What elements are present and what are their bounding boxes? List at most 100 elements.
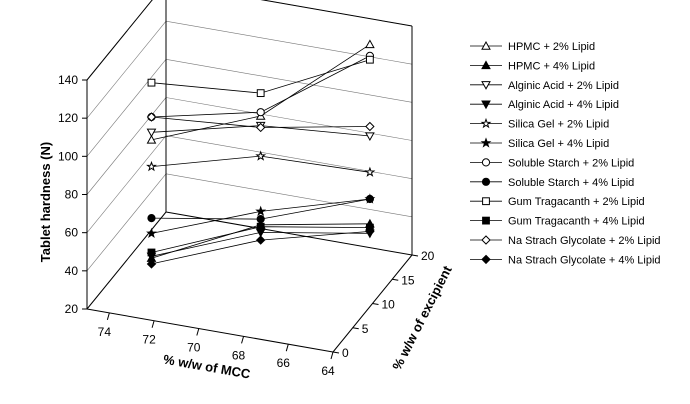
legend-label: Gum Tragacanth + 4% Lipid xyxy=(508,216,645,228)
data-point xyxy=(256,214,265,224)
x-tick-mark xyxy=(196,328,200,336)
data-point xyxy=(256,222,265,231)
grid-line-back xyxy=(165,135,413,179)
frame-edge xyxy=(86,0,153,81)
x-tick-label: 66 xyxy=(277,356,291,370)
legend-item: Alginic Acid + 2% Lipid xyxy=(470,80,619,92)
data-point xyxy=(256,89,265,98)
x-tick-mark xyxy=(330,351,334,360)
data-point xyxy=(146,160,157,172)
legend-marker xyxy=(481,40,491,50)
data-point xyxy=(147,214,156,223)
data-point xyxy=(146,227,157,239)
data-point xyxy=(146,259,157,269)
legend-item: Na Strach Glycolate + 2% Lipid xyxy=(470,235,661,247)
data-point xyxy=(365,55,374,64)
legend-marker xyxy=(481,100,491,110)
y-tick-label: 60 xyxy=(65,226,79,240)
tick-labels: 20 40 60 80 100 120 140 74 72 70 68 66 64 05 10 15 20 xyxy=(58,73,435,378)
data-point xyxy=(365,132,375,142)
x-tick-mark xyxy=(151,320,155,328)
legend-marker xyxy=(482,216,490,225)
data-point xyxy=(364,166,376,177)
legend-marker xyxy=(481,158,491,167)
legend-item: Silica Gel + 4% Lipid xyxy=(470,137,609,150)
legend-item: Soluble Starch + 4% Lipid xyxy=(470,177,634,189)
legend-marker xyxy=(481,177,491,186)
frame-edge xyxy=(86,308,334,353)
y-tick-label: 140 xyxy=(58,73,78,87)
x-tick-label: 70 xyxy=(187,341,201,355)
legend-marker xyxy=(481,81,491,90)
data-point xyxy=(255,122,266,133)
y-axis-title: Tablet hardness (N) xyxy=(38,142,53,262)
legend-item: HPMC + 2% Lipid xyxy=(470,40,595,53)
legend-item: Na Strach Glycolate + 4% Lipid xyxy=(470,254,661,266)
z-tick-label: 15 xyxy=(401,273,415,287)
legend-marker xyxy=(481,254,491,265)
data-point xyxy=(255,205,267,217)
legend-label: Alginic Acid + 4% Lipid xyxy=(508,99,619,111)
legend-item: Gum Tragacanth + 4% Lipid xyxy=(470,216,645,228)
data-point xyxy=(147,248,156,257)
legend-label: Silica Gel + 4% Lipid xyxy=(508,138,609,150)
data-point xyxy=(365,121,375,132)
legend-label: Silica Gel + 2% Lipid xyxy=(508,119,609,131)
legend-marker xyxy=(482,197,490,206)
z-axis-title: % w/w of excipient xyxy=(389,263,455,373)
z-tick-label: 0 xyxy=(342,346,349,360)
series-8 xyxy=(147,194,374,224)
series-7 xyxy=(147,51,374,122)
grid-line-back xyxy=(165,59,413,103)
z-tick-mark xyxy=(392,278,399,281)
z-tick-label: 10 xyxy=(382,298,396,312)
z-tick-mark xyxy=(411,254,419,257)
data-point xyxy=(146,134,157,144)
x-tick-label: 68 xyxy=(232,348,246,362)
legend-marker xyxy=(480,117,492,129)
frame-edge xyxy=(260,0,413,27)
grid-line-left xyxy=(86,135,167,233)
y-tick-label: 20 xyxy=(65,302,79,316)
legend-marker xyxy=(481,60,491,70)
legend-item: HPMC + 4% Lipid xyxy=(470,60,595,72)
x-tick-label: 74 xyxy=(98,325,112,339)
grid-line-left xyxy=(86,97,167,195)
legend-marker xyxy=(481,235,491,245)
grid-line-back xyxy=(165,97,413,141)
legend-label: Alginic Acid + 2% Lipid xyxy=(508,80,619,92)
data-point xyxy=(146,112,157,122)
legend-item: Gum Tragacanth + 2% Lipid xyxy=(470,196,645,208)
legend-label: Soluble Starch + 4% Lipid xyxy=(508,177,634,189)
series-group xyxy=(146,39,376,269)
legend-label: Soluble Starch + 2% Lipid xyxy=(508,157,634,169)
z-tick-mark xyxy=(352,327,359,330)
series-12 xyxy=(146,226,375,269)
grid-line-back xyxy=(165,20,413,65)
x-tick-mark xyxy=(106,312,110,321)
grid-line-left xyxy=(86,20,167,119)
z-tick-mark xyxy=(332,351,340,354)
z-tick-mark xyxy=(372,303,379,305)
z-tick-label: 20 xyxy=(421,249,435,263)
y-tick-label: 80 xyxy=(65,188,79,202)
grid-line-left xyxy=(86,0,153,81)
x-tick-mark xyxy=(241,336,245,344)
x-tick-label: 64 xyxy=(321,364,335,378)
data-point xyxy=(365,226,375,237)
legend-item: Alginic Acid + 4% Lipid xyxy=(470,99,619,111)
legend-marker xyxy=(480,137,492,148)
data-point xyxy=(255,150,267,161)
y-tick-label: 120 xyxy=(58,111,78,125)
data-point xyxy=(365,194,374,204)
series-line xyxy=(151,155,370,173)
grid-line-left xyxy=(86,59,167,157)
data-point xyxy=(146,128,157,138)
data-point xyxy=(255,235,266,245)
legend-label: Gum Tragacanth + 2% Lipid xyxy=(508,196,645,208)
x-tick-label: 72 xyxy=(142,333,156,347)
data-point xyxy=(256,108,265,117)
data-point xyxy=(365,39,375,49)
legend-item: Silica Gel + 2% Lipid xyxy=(470,117,609,131)
